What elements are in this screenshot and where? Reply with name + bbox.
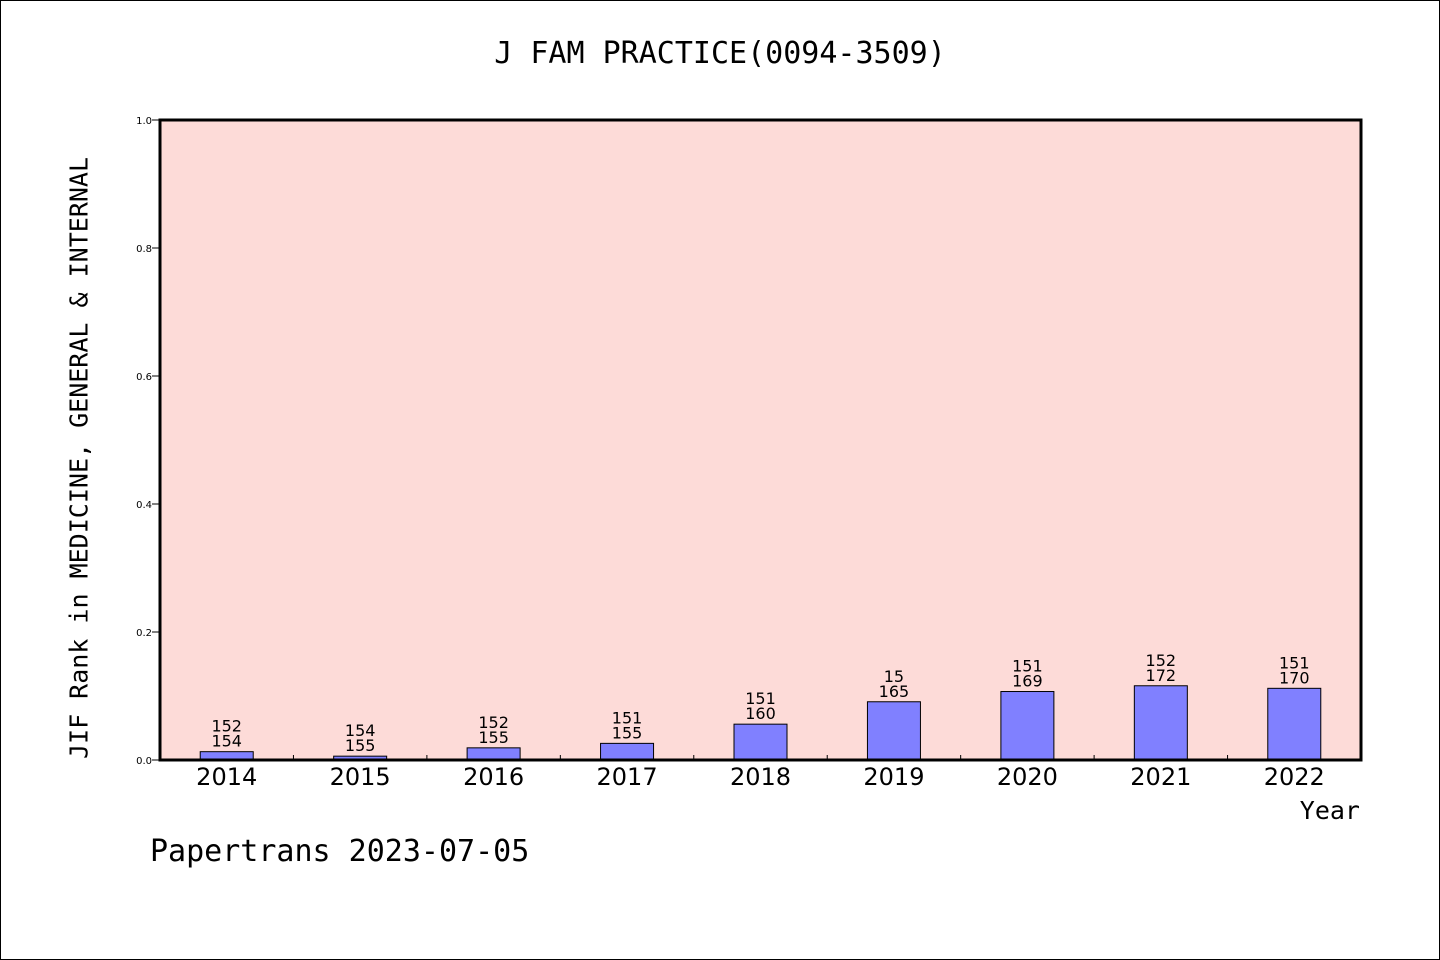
- bar-label-bottom: 170: [1279, 668, 1310, 687]
- x-tick-label: 2019: [863, 763, 924, 791]
- bar-label-top: 151: [745, 689, 776, 708]
- y-tick-label: 0.2: [136, 628, 152, 639]
- bar: [1000, 691, 1055, 761]
- x-tick-label: 2015: [330, 763, 391, 791]
- bar-label-top: 152: [1146, 651, 1177, 670]
- bar-label-bottom: 154: [211, 732, 242, 751]
- y-tick-label: 1.0: [136, 116, 152, 127]
- footer-text: Papertrans 2023-07-05: [150, 834, 530, 869]
- bar-label-top: 154: [345, 721, 376, 740]
- x-axis-label: Year: [1299, 796, 1360, 825]
- bar: [466, 747, 521, 761]
- chart-title: J FAM PRACTICE(0094-3509): [494, 36, 946, 71]
- plot-area: [160, 120, 1361, 760]
- y-tick-label: 0.0: [136, 756, 152, 767]
- bar-label-top: 151: [1012, 657, 1043, 676]
- x-tick-label: 2021: [1130, 763, 1191, 791]
- bar-label-top: 151: [612, 708, 643, 727]
- bar: [1267, 687, 1322, 761]
- bar-label-bottom: 155: [478, 728, 509, 747]
- bar: [1133, 685, 1188, 761]
- bar-label-top: 15: [884, 667, 904, 686]
- bar-label-top: 152: [211, 717, 242, 736]
- bar: [866, 701, 921, 761]
- bar-label-top: 152: [478, 713, 509, 732]
- bar-label-bottom: 155: [345, 736, 376, 755]
- bar-label-bottom: 169: [1012, 672, 1043, 691]
- x-tick-label: 2020: [997, 763, 1058, 791]
- bar: [733, 723, 788, 761]
- x-tick-label: 2016: [463, 763, 524, 791]
- bar-label-bottom: 155: [612, 723, 643, 742]
- x-tick-label: 2017: [597, 763, 658, 791]
- y-tick-label: 0.4: [136, 500, 152, 511]
- bar-label-bottom: 165: [879, 682, 910, 701]
- y-tick-label: 0.8: [136, 244, 152, 255]
- bar-label-top: 151: [1279, 653, 1310, 672]
- bar-label-bottom: 172: [1146, 666, 1177, 685]
- x-tick-label: 2014: [196, 763, 257, 791]
- plot-border: [158, 118, 1363, 762]
- x-tick-label: 2018: [730, 763, 791, 791]
- x-tick-label: 2022: [1264, 763, 1325, 791]
- y-tick-label: 0.6: [136, 372, 152, 383]
- bar-label-bottom: 160: [745, 704, 776, 723]
- bar: [600, 742, 655, 761]
